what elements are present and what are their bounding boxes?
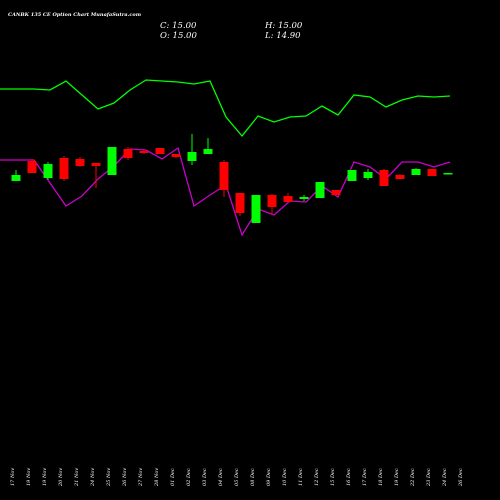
candle-body: [75, 159, 85, 166]
date-tick-label: 24 Dec: [442, 468, 448, 487]
candle: [347, 170, 357, 181]
date-tick-label: 02 Dec: [186, 468, 192, 486]
date-tick-label: 19 Dec: [394, 468, 400, 486]
date-tick-label: 17 Dec: [362, 468, 368, 486]
date-tick-label: 23 Dec: [426, 468, 432, 487]
candle-body: [267, 195, 277, 207]
candle-body: [283, 196, 293, 202]
candle-body: [395, 175, 405, 179]
candle: [27, 159, 37, 173]
candle: [171, 154, 181, 158]
candle: [331, 190, 341, 195]
candle-body: [187, 152, 197, 161]
candle: [43, 162, 53, 180]
date-tick-label: 22 Dec: [410, 468, 416, 487]
candle: [59, 156, 69, 181]
candle: [427, 169, 437, 176]
candle-body: [27, 161, 37, 173]
candle: [11, 170, 21, 181]
candle-body: [427, 169, 437, 176]
date-tick-label: 21 Nov: [74, 468, 80, 487]
candle-body: [251, 195, 261, 223]
candle-body: [11, 175, 21, 181]
date-tick-label: 04 Dec: [218, 468, 224, 486]
chart-title: CANBK 135 CE Option Chart MunafaSutra.co…: [8, 12, 141, 18]
candle-body: [139, 151, 149, 153]
candle: [107, 147, 117, 175]
date-tick-label: 15 Dec: [330, 468, 336, 486]
date-tick-label: 12 Dec: [314, 468, 320, 486]
candle-body: [219, 162, 229, 190]
candle-body: [43, 164, 53, 178]
date-tick-label: 20 Nov: [58, 468, 64, 487]
candle: [395, 174, 405, 179]
candle-body: [363, 172, 373, 178]
candle-body: [203, 149, 213, 154]
candle: [235, 193, 245, 216]
candle: [283, 193, 293, 202]
green-indicator-line: [0, 79, 451, 138]
date-tick-label: 19 Nov: [42, 468, 48, 486]
date-tick-label: 09 Dec: [266, 468, 272, 486]
date-tick-label: 03 Dec: [202, 468, 208, 486]
date-tick-label: 17 Nov: [10, 468, 16, 486]
candle-body: [155, 148, 165, 154]
candle: [219, 160, 229, 197]
date-tick-label: 16 Dec: [346, 468, 352, 486]
candle: [251, 195, 261, 223]
candle-body: [379, 170, 389, 186]
close-value: C: 15.00: [160, 21, 197, 31]
candle: [91, 163, 101, 188]
high-value: H: 15.00: [264, 21, 303, 31]
candle: [139, 150, 149, 154]
candle-body: [91, 163, 101, 166]
candle: [315, 182, 325, 198]
candle: [123, 147, 133, 160]
candle-body: [107, 147, 117, 175]
candle: [267, 194, 277, 214]
candle-body: [347, 170, 357, 181]
date-tick-label: 19 Nov: [26, 468, 32, 486]
date-tick-label: 18 Dec: [378, 468, 384, 486]
candle-body: [299, 197, 309, 199]
candle: [203, 138, 213, 154]
candle: [363, 169, 373, 180]
candle-body: [443, 173, 453, 175]
date-tick-label: 27 Nov: [138, 468, 144, 487]
candle-body: [171, 154, 181, 157]
candle: [187, 134, 197, 165]
indicator-lines: [0, 79, 451, 237]
date-tick-label: 05 Dec: [234, 468, 240, 486]
candle-body: [59, 158, 69, 179]
candle: [379, 169, 389, 186]
candle: [299, 195, 309, 201]
candle: [443, 173, 453, 175]
candle: [75, 157, 85, 167]
candle-body: [411, 169, 421, 175]
date-tick-label: 10 Dec: [282, 468, 288, 486]
candle: [155, 148, 165, 154]
date-tick-label: 01 Dec: [170, 468, 176, 486]
date-tick-label: 08 Dec: [250, 468, 256, 486]
date-axis: 17 Nov 19 Nov 19 Nov 20 Nov 21 Nov 24 Nov 25 N…: [10, 468, 464, 487]
candle-body: [331, 190, 341, 195]
low-value: L: 14.90: [264, 31, 301, 41]
candle-body: [235, 193, 245, 213]
date-tick-label: 25 Nov: [106, 468, 112, 487]
date-tick-label: 26 Dec: [458, 468, 464, 487]
candle-body: [315, 182, 325, 198]
date-tick-label: 11 Dec: [298, 468, 304, 486]
candle-body: [123, 149, 133, 158]
date-tick-label: 26 Nov: [122, 468, 128, 487]
candle: [411, 168, 421, 175]
open-value: O: 15.00: [160, 31, 197, 41]
candles: [11, 134, 453, 223]
date-tick-label: 28 Nov: [154, 468, 160, 487]
date-tick-label: 24 Nov: [90, 468, 96, 487]
